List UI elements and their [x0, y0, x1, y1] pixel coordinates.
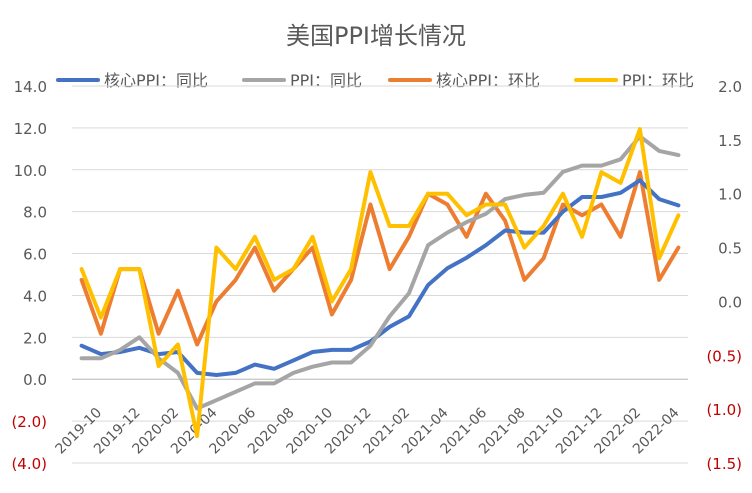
left-tick-label: 2.0 [23, 329, 47, 347]
legend-label-1: PPI：同比 [290, 71, 362, 90]
left-tick-label: 10.0 [14, 162, 47, 180]
left-tick-label: 14.0 [14, 78, 47, 96]
left-tick-label: (4.0) [11, 455, 47, 473]
left-tick-label: 0.0 [23, 371, 47, 389]
legend-label-0: 核心PPI：同比 [104, 71, 208, 90]
left-tick-label: (2.0) [11, 413, 47, 431]
chart-title: 美国PPI增长情况 [286, 22, 466, 50]
series-layer [79, 127, 681, 439]
right-tick-label: 1.0 [718, 186, 742, 204]
legend-label-3: PPI：环比 [622, 71, 694, 90]
series-line-1 [79, 134, 681, 411]
left-tick-label: 8.0 [23, 204, 47, 222]
left-y-axis: 14.0 12.0 10.0 8.0 6.0 4.0 2.0 0.0 (2.0) (4.0) [11, 78, 47, 473]
left-tick-label: 12.0 [14, 120, 47, 138]
legend: 核心PPI：同比 PPI：同比 核心PPI：环比 PPI：环比 [56, 71, 694, 90]
right-tick-label: 1.5 [718, 132, 742, 150]
series-line-2 [79, 170, 681, 347]
x-axis: 2019-102019-122020-022020-042020-062020-… [52, 378, 688, 458]
right-tick-label: (1.0) [706, 401, 742, 419]
right-tick-label: 0.0 [718, 293, 742, 311]
series-line-3 [79, 127, 681, 439]
right-tick-label: (0.5) [706, 347, 742, 365]
right-y-axis: 2.0 1.5 1.0 0.5 0.0 (0.5) (1.0) (1.5) [706, 78, 742, 473]
left-tick-label: 6.0 [23, 246, 47, 264]
right-tick-label: (1.5) [706, 455, 742, 473]
right-tick-label: 0.5 [718, 240, 742, 258]
left-tick-label: 4.0 [23, 287, 47, 305]
legend-label-2: 核心PPI：环比 [436, 71, 540, 90]
right-tick-label: 2.0 [718, 78, 742, 96]
